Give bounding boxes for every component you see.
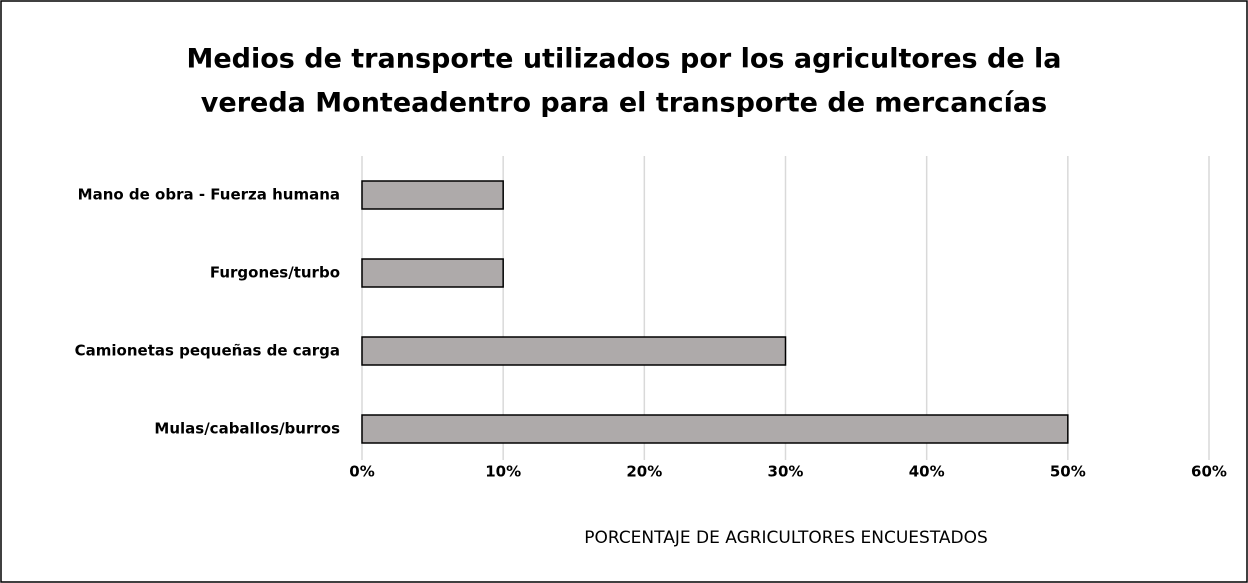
- x-tick-label: 0%: [349, 463, 374, 481]
- bar: [361, 258, 504, 288]
- bar: [361, 414, 1069, 444]
- y-tick-label: Mano de obra - Fuerza humana: [78, 186, 340, 204]
- x-tick-label: 20%: [626, 463, 662, 481]
- x-tick-label: 60%: [1191, 463, 1227, 481]
- x-tick-label: 10%: [485, 463, 521, 481]
- bar: [361, 180, 504, 210]
- x-tick-label: 30%: [768, 463, 804, 481]
- y-tick-label: Furgones/turbo: [210, 264, 340, 282]
- chart-title: Medios de transporte utilizados por los …: [186, 44, 1061, 75]
- bar: [361, 336, 787, 366]
- x-axis-label: PORCENTAJE DE AGRICULTORES ENCUESTADOS: [584, 528, 988, 548]
- chart-title: vereda Monteadentro para el transporte d…: [201, 88, 1047, 119]
- x-tick-label: 50%: [1050, 463, 1086, 481]
- y-tick-label: Mulas/caballos/burros: [154, 420, 340, 438]
- x-tick-label: 40%: [909, 463, 945, 481]
- y-tick-label: Camionetas pequeñas de carga: [75, 342, 340, 360]
